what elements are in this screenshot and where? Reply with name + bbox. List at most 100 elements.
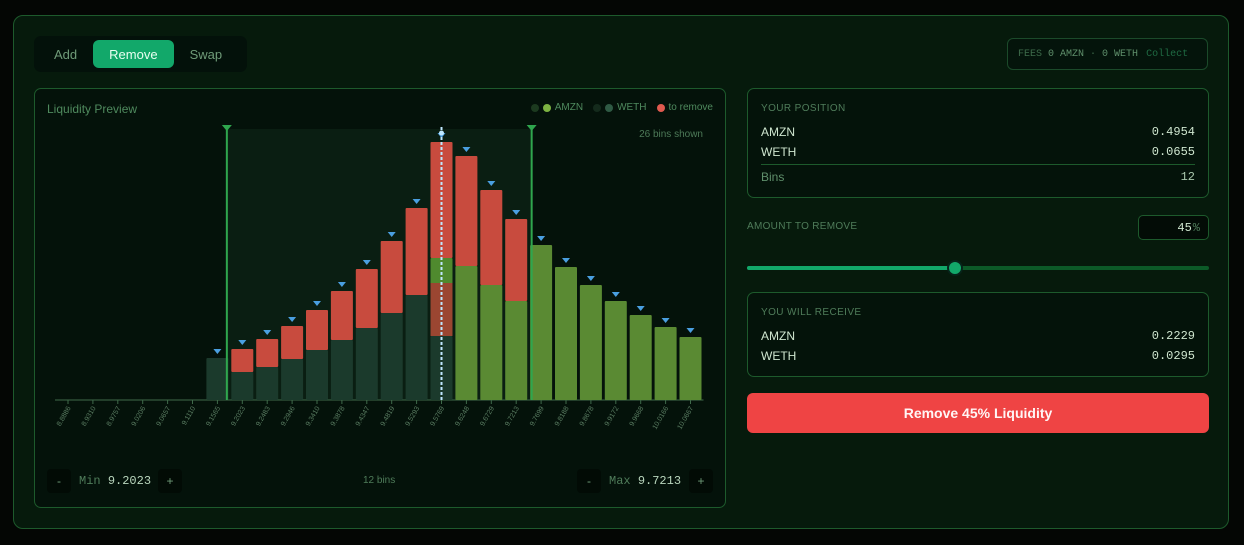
bar-remove-18 [505, 219, 528, 301]
amount-slider-thumb[interactable] [946, 260, 963, 276]
bar-amzn-25 [679, 337, 702, 400]
bin-marker-19 [537, 236, 546, 241]
position-amzn-value: 0.4954 [1151, 125, 1195, 139]
bar-amzn-20 [555, 267, 577, 400]
bar-remove-10 [306, 310, 328, 350]
position-amzn-row: AMZN 0.4954 [761, 125, 1195, 139]
amount-percent-suffix: % [1192, 220, 1200, 235]
legend-amzn-label: AMZN [554, 102, 584, 113]
bin-marker-18 [512, 210, 521, 215]
range-bins-count: 12 bins [363, 475, 396, 486]
x-tick-label-7: 9.2023 [230, 405, 247, 427]
amount-percent-value: 45 [1177, 220, 1192, 235]
amount-percent-input[interactable]: 45% [1138, 215, 1209, 240]
remove-liquidity-button[interactable]: Remove 45% Liquidity [747, 393, 1209, 433]
bin-marker-11 [337, 282, 346, 287]
bar-amzn-23 [629, 315, 652, 400]
bar-weth-13 [380, 313, 403, 400]
bin-marker-25 [686, 328, 695, 333]
bar-weth-6 [206, 358, 229, 400]
legend-amzn-dot-dark [530, 103, 539, 112]
x-tick-label-13: 9.4819 [380, 405, 397, 427]
legend-weth-dot [605, 103, 614, 112]
your-position-card: YOUR POSITION AMZN 0.4954 WETH 0.0655 Bi… [747, 88, 1209, 198]
legend-amzn: AMZN [530, 102, 584, 113]
fees-amzn: 0 AMZN [1048, 48, 1085, 60]
x-tick-label-18: 9.7213 [504, 405, 521, 427]
bar-remove-12 [355, 269, 378, 328]
price-range-controls: - Min 9.2023 + 12 bins - Max 9.7213 + [47, 469, 713, 493]
min-decrement-button[interactable]: - [47, 469, 71, 493]
bar-remove-16 [455, 156, 478, 266]
position-bins-label: Bins [761, 170, 785, 184]
max-price-value: 9.7213 [637, 474, 682, 488]
liquidity-preview-chart: Liquidity Preview AMZN WETH to remove 26… [34, 88, 726, 508]
bin-marker-13 [387, 232, 396, 237]
legend-amzn-dot [542, 103, 551, 112]
amount-slider[interactable] [747, 260, 1209, 276]
min-increment-button[interactable]: + [158, 469, 182, 493]
x-tick-label-0: 8.8886 [56, 405, 73, 427]
you-will-receive-card: YOU WILL RECEIVE AMZN 0.2229 WETH 0.0295 [747, 292, 1209, 377]
amount-slider-fill [747, 266, 955, 270]
bar-amzn-16 [455, 266, 478, 400]
legend-remove-label: to remove [668, 102, 713, 113]
legend-remove-dot [656, 103, 665, 112]
receive-weth-value: 0.0295 [1151, 349, 1195, 363]
x-tick-label-2: 8.9757 [106, 405, 123, 427]
legend-remove: to remove [656, 102, 713, 113]
x-tick-label-21: 9.8678 [579, 405, 596, 427]
bar-remove-8 [256, 339, 279, 367]
tab-swap[interactable]: Swap [189, 46, 223, 62]
bar-weth-12 [355, 328, 378, 400]
mode-tabs: Add Remove Swap [34, 36, 247, 72]
tab-add[interactable]: Add [54, 46, 78, 62]
x-tick-label-15: 9.5769 [429, 405, 446, 427]
bin-marker-7 [238, 340, 247, 345]
remove-liquidity-panel: Add Remove Swap FEES 0 AMZN · 0 WETH Col… [13, 15, 1229, 529]
bar-weth-7 [231, 372, 254, 400]
tab-remove[interactable]: Remove [93, 40, 174, 68]
max-price: Max 9.7213 [609, 474, 681, 488]
position-weth-label: WETH [761, 145, 797, 159]
amount-to-remove-label: AMOUNT TO REMOVE [747, 221, 858, 232]
collect-fees-button[interactable]: Collect [1146, 48, 1189, 60]
bar-amzn-21 [579, 285, 602, 400]
position-amzn-label: AMZN [761, 125, 795, 139]
min-price-label: Min [79, 474, 101, 488]
bin-marker-8 [263, 330, 272, 335]
bin-marker-16 [462, 147, 471, 152]
receive-amzn-row: AMZN 0.2229 [761, 329, 1195, 343]
x-tick-label-4: 9.0657 [156, 405, 173, 427]
bar-remove-9 [281, 326, 304, 359]
x-tick-label-17: 9.6729 [479, 405, 496, 427]
fees-separator: · [1090, 48, 1097, 60]
fees-label: FEES [1018, 48, 1043, 60]
bar-weth-14 [405, 295, 428, 400]
position-weth-row: WETH 0.0655 [761, 145, 1195, 159]
x-tick-label-20: 9.8188 [554, 405, 571, 427]
x-tick-label-3: 9.0206 [131, 405, 148, 427]
chart-title: Liquidity Preview [47, 102, 138, 116]
range-max-handle-marker [526, 125, 537, 131]
x-tick-label-9: 9.2946 [280, 405, 297, 427]
position-weth-value: 0.0655 [1151, 145, 1195, 159]
bin-marker-10 [313, 301, 321, 306]
x-tick-label-24: 10.0166 [652, 405, 671, 431]
receive-title: YOU WILL RECEIVE [761, 307, 862, 318]
bar-weth-9 [281, 359, 304, 400]
legend-weth-dot-dark [593, 103, 602, 112]
fees-weth: 0 WETH [1102, 48, 1139, 60]
position-title: YOUR POSITION [761, 103, 846, 114]
x-tick-label-11: 9.3878 [330, 405, 347, 427]
liquidity-bars-svg[interactable]: 8.8886 8.9310 8.9757 9.0206 9.0657 9.1110 9.15… [35, 89, 727, 509]
bin-marker-21 [586, 276, 595, 281]
max-increment-button[interactable]: + [689, 469, 713, 493]
max-decrement-button[interactable]: - [577, 469, 601, 493]
x-tick-label-25: 10.0667 [677, 405, 696, 431]
bar-amzn-17 [480, 285, 503, 400]
max-price-label: Max [609, 474, 631, 488]
bar-amzn-19 [530, 245, 553, 400]
position-bins-value: 12 [1180, 170, 1195, 184]
receive-weth-label: WETH [761, 349, 797, 363]
